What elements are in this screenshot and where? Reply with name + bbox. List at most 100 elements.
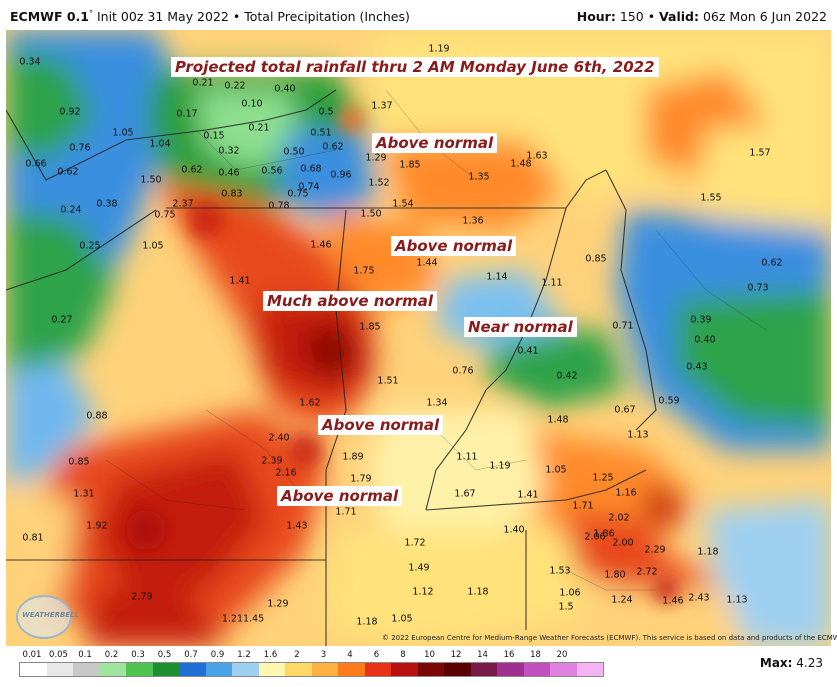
legend-color-bar (19, 662, 604, 677)
degree-symbol: ° (88, 9, 93, 18)
value-label: 1.51 (377, 375, 399, 387)
value-label: 1.48 (547, 414, 569, 426)
callout-above-normal-3: Above normal (318, 415, 444, 435)
value-label: 1.85 (399, 159, 421, 171)
value-label: 0.62 (57, 166, 79, 178)
value-label: 0.17 (176, 108, 198, 120)
value-label: 2.29 (644, 544, 666, 556)
value-label: 0.62 (761, 257, 783, 269)
value-label: 1.05 (112, 127, 134, 139)
value-label: 1.25 (592, 472, 614, 484)
value-label: 0.25 (79, 240, 101, 252)
value-label: 0.68 (300, 163, 322, 175)
value-label: 1.19 (489, 460, 511, 472)
legend-tick-label: 12 (450, 650, 462, 660)
value-label: 1.92 (86, 520, 108, 532)
value-label: 0.62 (181, 164, 203, 176)
value-label: 0.39 (690, 314, 712, 326)
legend-tick-label: 10 (424, 650, 435, 660)
value-label: 1.40 (503, 524, 525, 536)
value-label: 0.41 (517, 345, 539, 357)
value-label: 0.78 (268, 200, 290, 212)
value-label: 0.38 (96, 198, 118, 210)
value-label: 0.66 (25, 158, 47, 170)
value-label: 1.71 (572, 500, 594, 512)
value-label: 0.88 (86, 410, 108, 422)
legend-labels: 0.01 0.05 0.1 0.2 0.3 0.5 0.7 0.9 1.2 1.6 2 3 4 6 8 10 1… (0, 650, 837, 662)
legend-swatch (99, 663, 126, 676)
legend-swatch (232, 663, 259, 676)
value-label: 1.24 (611, 594, 633, 606)
value-label: 1.57 (749, 147, 771, 159)
value-label: 0.32 (218, 145, 240, 157)
header-bar: ECMWF 0.1° Init 00z 31 May 2022 • Total … (0, 0, 837, 30)
value-label: 1.14 (486, 271, 508, 283)
header-bullet: • (232, 9, 241, 25)
weatherbell-logo: WEATHERBELL (16, 595, 79, 639)
value-label: 1.44 (416, 257, 438, 269)
max-value: Max: 4.23 (760, 656, 823, 670)
value-label: 1.11 (456, 451, 478, 463)
value-label: 2.06 (584, 531, 606, 543)
value-label: 0.40 (274, 83, 296, 95)
legend-swatch (576, 663, 603, 676)
legend-swatch (152, 663, 179, 676)
init-time: Init 00z 31 May 2022 (96, 9, 229, 25)
logo-text: WEATHERBELL (22, 611, 80, 619)
legend-swatch (497, 663, 524, 676)
value-label: 0.92 (59, 106, 81, 118)
value-label: 1.05 (391, 613, 413, 625)
legend-tick-label: 0.3 (131, 650, 145, 660)
legend-tick-label: 16 (503, 650, 515, 660)
value-label: 0.56 (261, 165, 283, 177)
value-label: 1.04 (149, 138, 171, 150)
legend-swatch (364, 663, 391, 676)
precipitation-map (6, 30, 831, 646)
value-label: 0.76 (69, 142, 91, 154)
value-label: 0.96 (330, 169, 352, 181)
legend-swatch (417, 663, 444, 676)
value-label: 2.79 (131, 591, 153, 603)
value-label: 0.62 (322, 141, 344, 153)
value-label: 1.53 (549, 565, 571, 577)
legend-tick-label: 8 (400, 650, 406, 660)
value-label: 2.43 (688, 592, 710, 604)
value-label: 0.74 (298, 181, 320, 193)
value-label: 0.75 (287, 188, 309, 200)
value-label: 0.71 (612, 320, 634, 332)
value-label: 0.81 (22, 532, 44, 544)
value-label: 1.86 (593, 528, 615, 540)
value-label: 1.48 (510, 158, 532, 170)
value-label: 1.16 (615, 487, 637, 499)
header-right: Hour: 150 • Valid: 06z Mon 6 Jun 2022 (577, 9, 827, 24)
legend-swatch (20, 663, 47, 676)
model-name: ECMWF 0.1 (10, 9, 89, 25)
value-label: 0.21 (248, 122, 270, 134)
hour-value: 150 (619, 9, 644, 24)
value-label: 0.51 (310, 127, 332, 139)
value-label: 0.42 (556, 370, 578, 382)
legend-tick-label: 4 (347, 650, 353, 660)
value-label: 1.12 (412, 586, 434, 598)
legend-swatch (126, 663, 153, 676)
value-label: 1.5 (558, 601, 574, 613)
value-label: 1.89 (342, 451, 364, 463)
value-label: 1.79 (350, 473, 372, 485)
value-label: 1.34 (426, 397, 448, 409)
value-label: 1.29 (365, 152, 387, 164)
callout-above-normal-1: Above normal (372, 133, 498, 153)
legend-swatch (73, 663, 100, 676)
callout-near-normal: Near normal (464, 317, 577, 337)
legend-tick-label: 18 (530, 650, 541, 660)
value-label: 0.59 (658, 395, 680, 407)
product-name: Total Precipitation (Inches) (244, 9, 410, 25)
value-label: 1.31 (73, 488, 95, 500)
value-label: 1.41 (229, 275, 251, 287)
legend-tick-label: 2 (294, 650, 300, 660)
value-label: 0.34 (19, 56, 41, 68)
legend-swatch (46, 663, 73, 676)
value-label: 1.71 (335, 506, 357, 518)
value-label: 0.85 (68, 456, 90, 468)
legend-swatch (550, 663, 577, 676)
legend-tick-label: 1.6 (263, 650, 278, 660)
